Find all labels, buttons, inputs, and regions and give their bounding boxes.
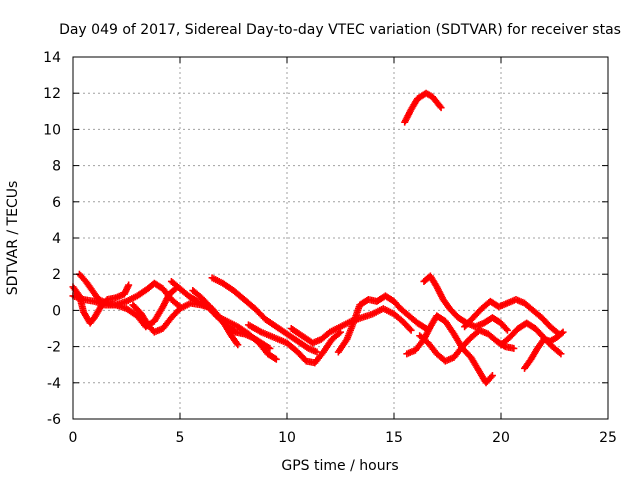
y-tick-label: -6 [47,412,61,428]
data-point [558,329,566,337]
series-arc16 [497,319,565,358]
x-tick-label: 15 [385,430,403,446]
y-tick-label: 12 [43,86,61,102]
x-tick-label: 20 [492,430,510,446]
series-arc15 [461,296,563,338]
y-tick-label: 0 [52,303,61,319]
data-point [271,354,279,362]
y-tick-label: 8 [52,159,61,175]
data-point [264,344,272,352]
series-arc11 [401,89,445,126]
x-tick-label: 5 [176,430,185,446]
series-arc14 [416,326,518,365]
data-point [313,348,321,356]
y-axis-label: SDTVAR / TECUs [5,181,21,296]
data-point [125,281,133,289]
y-axis-ticks: -6 -4 -2 0 2 4 6 8 10 12 14 [43,50,608,428]
data-point [559,328,567,336]
grid-lines [73,57,608,419]
x-tick-label: 0 [69,430,78,446]
data-point [230,327,238,335]
series-arc2 [75,270,180,331]
y-tick-label: 6 [52,195,61,211]
series-arc3 [69,279,184,311]
data-point [272,355,280,363]
series-arc10 [334,292,430,356]
data-point [502,325,510,333]
data-point [407,326,415,334]
data-point [555,349,563,357]
x-axis-ticks: 0 5 10 15 20 25 [69,57,617,446]
data-point [557,350,565,358]
x-tick-label: 25 [599,430,617,446]
y-tick-label: 4 [52,231,61,247]
data-point [487,373,495,381]
series-arc17 [521,328,567,372]
data-point [437,104,445,112]
data-point [406,325,414,333]
series-arc8 [244,321,344,367]
series-arc7 [208,274,321,356]
data-point [488,372,496,380]
x-tick-label: 10 [278,430,296,446]
y-tick-label: 14 [43,50,61,66]
data-point [266,344,274,352]
y-tick-label: -2 [47,340,61,356]
data-series [69,89,567,387]
data-point [503,326,511,334]
y-tick-label: -4 [47,376,61,392]
data-point [233,339,241,347]
y-tick-label: 2 [52,267,61,283]
data-point [234,341,242,349]
chart-title: Day 049 of 2017, Sidereal Day-to-day VTE… [59,22,621,38]
x-axis-label: GPS time / hours [281,458,398,474]
series-arc6 [189,286,274,352]
series-arc13 [420,272,511,334]
y-tick-label: 10 [43,122,61,138]
data-point [436,102,444,110]
data-point [510,344,518,352]
